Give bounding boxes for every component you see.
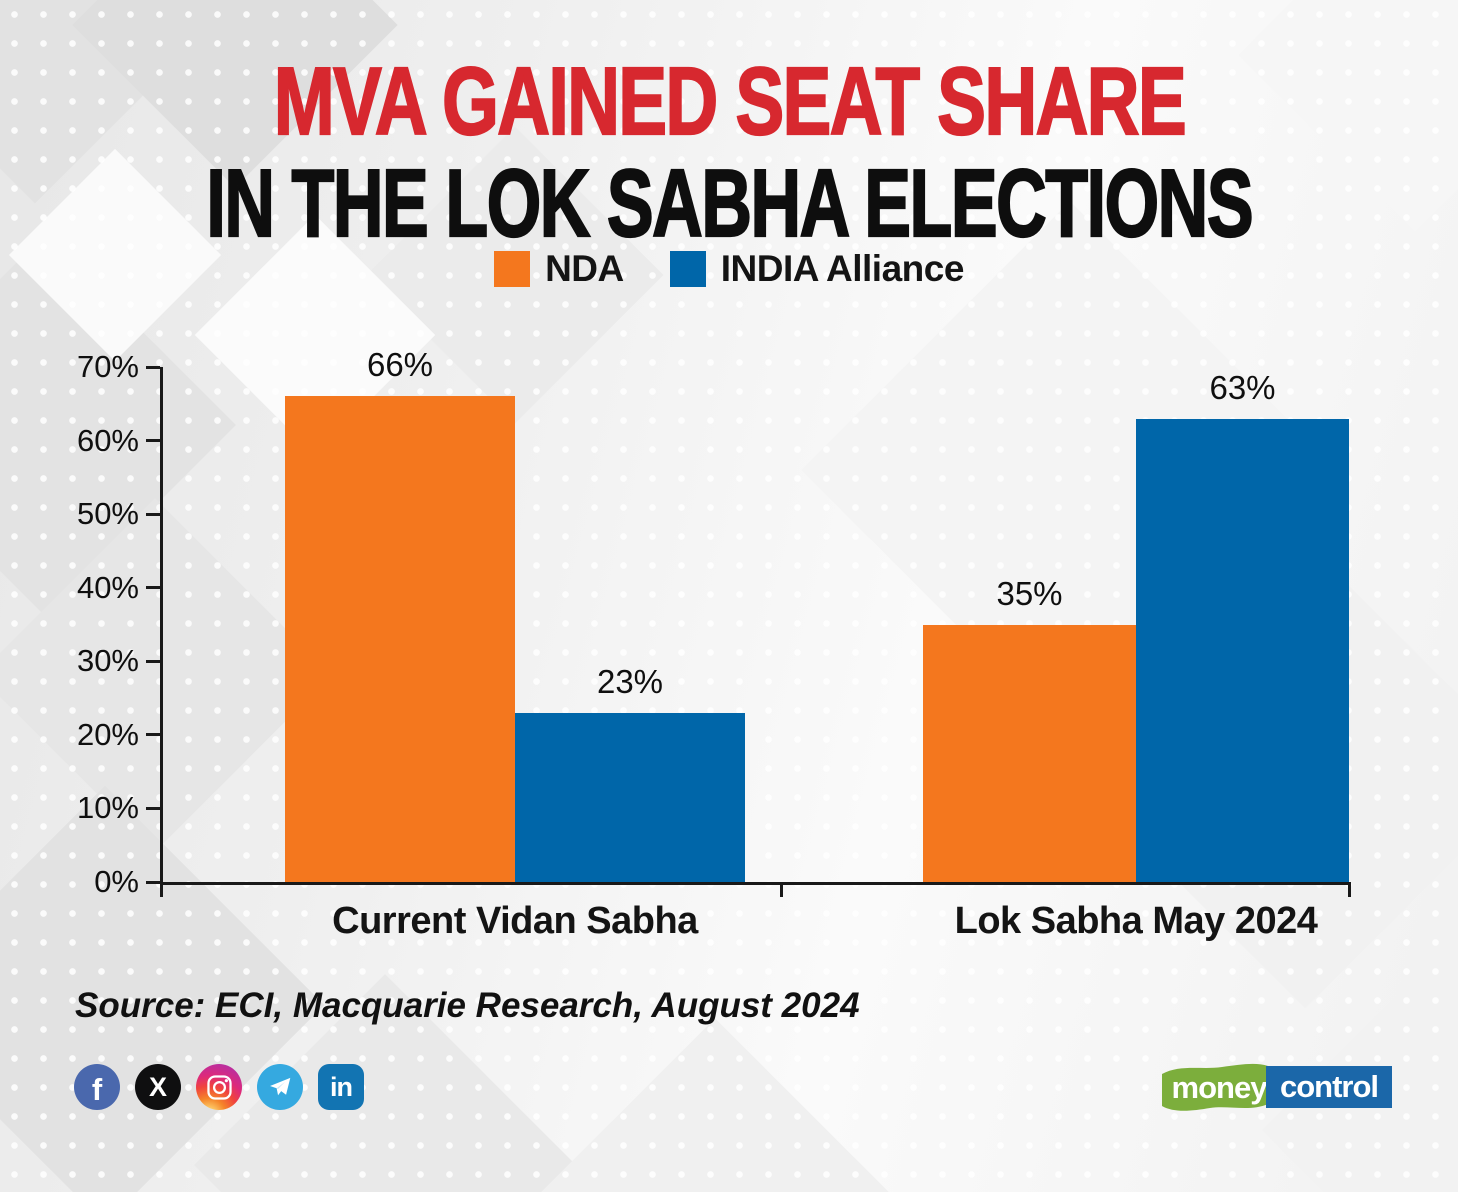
- category-label-lok-sabha-may-2024: Lok Sabha May 2024: [954, 900, 1318, 942]
- y-axis-tick-label: 0%: [94, 864, 139, 899]
- bar-nda-lok-sabha-may-2024: [923, 624, 1136, 882]
- y-axis-tick-label: 70%: [76, 349, 139, 384]
- legend-label-india-alliance: INDIA Alliance: [720, 248, 965, 289]
- facebook-icon[interactable]: f: [74, 1064, 120, 1110]
- y-axis-tick-mark: [146, 365, 160, 369]
- y-axis-tick-mark: [146, 733, 160, 737]
- bar-chart: 0% 10% 20% 30% 40% 50% 60% 70% 66% 23% Current Vid…: [77, 346, 1351, 942]
- facebook-glyph: f: [91, 1072, 103, 1107]
- linkedin-glyph: in: [330, 1071, 353, 1102]
- legend-swatch-india-alliance: [669, 251, 706, 287]
- x-axis-tick-mark: [1348, 882, 1351, 897]
- bar-value-label: 23%: [596, 662, 664, 700]
- source-note: Source: ECI, Macquarie Research, August …: [75, 986, 860, 1025]
- legend-item-nda: NDA: [494, 248, 624, 290]
- x-axis-tick-mark: [780, 882, 783, 897]
- title-line-1: MVA GAINED SEAT SHARE: [273, 48, 1187, 155]
- chart-legend: NDA INDIA Alliance: [0, 248, 1458, 290]
- instagram-icon[interactable]: [196, 1064, 242, 1110]
- legend-item-india-alliance: INDIA Alliance: [669, 248, 965, 290]
- y-axis-tick-label: 10%: [76, 790, 139, 826]
- y-axis-tick-mark: [146, 586, 160, 590]
- y-axis-tick-label: 30%: [76, 643, 139, 679]
- y-axis-tick-mark: [146, 439, 160, 443]
- social-icons: f X in: [74, 1064, 364, 1110]
- bar-nda-current-vidan-sabha: [285, 396, 515, 882]
- moneycontrol-money-text: money: [1171, 1070, 1268, 1105]
- bar-value-label: 35%: [996, 574, 1063, 612]
- moneycontrol-control-text: control: [1266, 1066, 1392, 1108]
- page-title: MVA GAINED SEAT SHARE IN THE LOK SABHA E…: [0, 48, 1458, 257]
- telegram-icon[interactable]: [257, 1064, 303, 1110]
- y-axis-tick-label: 20%: [76, 716, 139, 752]
- bar-india-alliance-current-vidan-sabha: [515, 712, 745, 882]
- y-axis-tick-mark: [146, 806, 160, 810]
- legend-swatch-nda: [494, 251, 531, 287]
- y-axis-tick-mark: [146, 659, 160, 663]
- telegram-plane-glyph: [270, 1077, 291, 1096]
- legend-label-nda: NDA: [545, 248, 624, 289]
- category-label-current-vidan-sabha: Current Vidan Sabha: [332, 900, 698, 942]
- moneycontrol-green-banner: [1162, 1063, 1268, 1111]
- x-axis-tick-mark: [159, 882, 163, 897]
- y-axis-tick-mark: [146, 880, 160, 884]
- y-axis-tick-label: 60%: [76, 422, 139, 458]
- y-axis-tick-label: 40%: [76, 569, 139, 605]
- linkedin-icon[interactable]: in: [318, 1064, 364, 1110]
- moneycontrol-logo[interactable]: money control: [1162, 1060, 1392, 1114]
- bar-value-label: 63%: [1209, 368, 1276, 406]
- x-glyph: X: [148, 1071, 167, 1102]
- y-axis-tick-mark: [146, 512, 160, 516]
- bar-value-label: 66%: [366, 346, 434, 384]
- bar-india-alliance-lok-sabha-may-2024: [1136, 418, 1349, 882]
- title-line-2: IN THE LOK SABHA ELECTIONS: [205, 150, 1254, 257]
- x-twitter-icon[interactable]: X: [135, 1064, 181, 1110]
- instagram-camera-glyph: [206, 1074, 232, 1100]
- y-axis-tick-label: 50%: [76, 496, 139, 532]
